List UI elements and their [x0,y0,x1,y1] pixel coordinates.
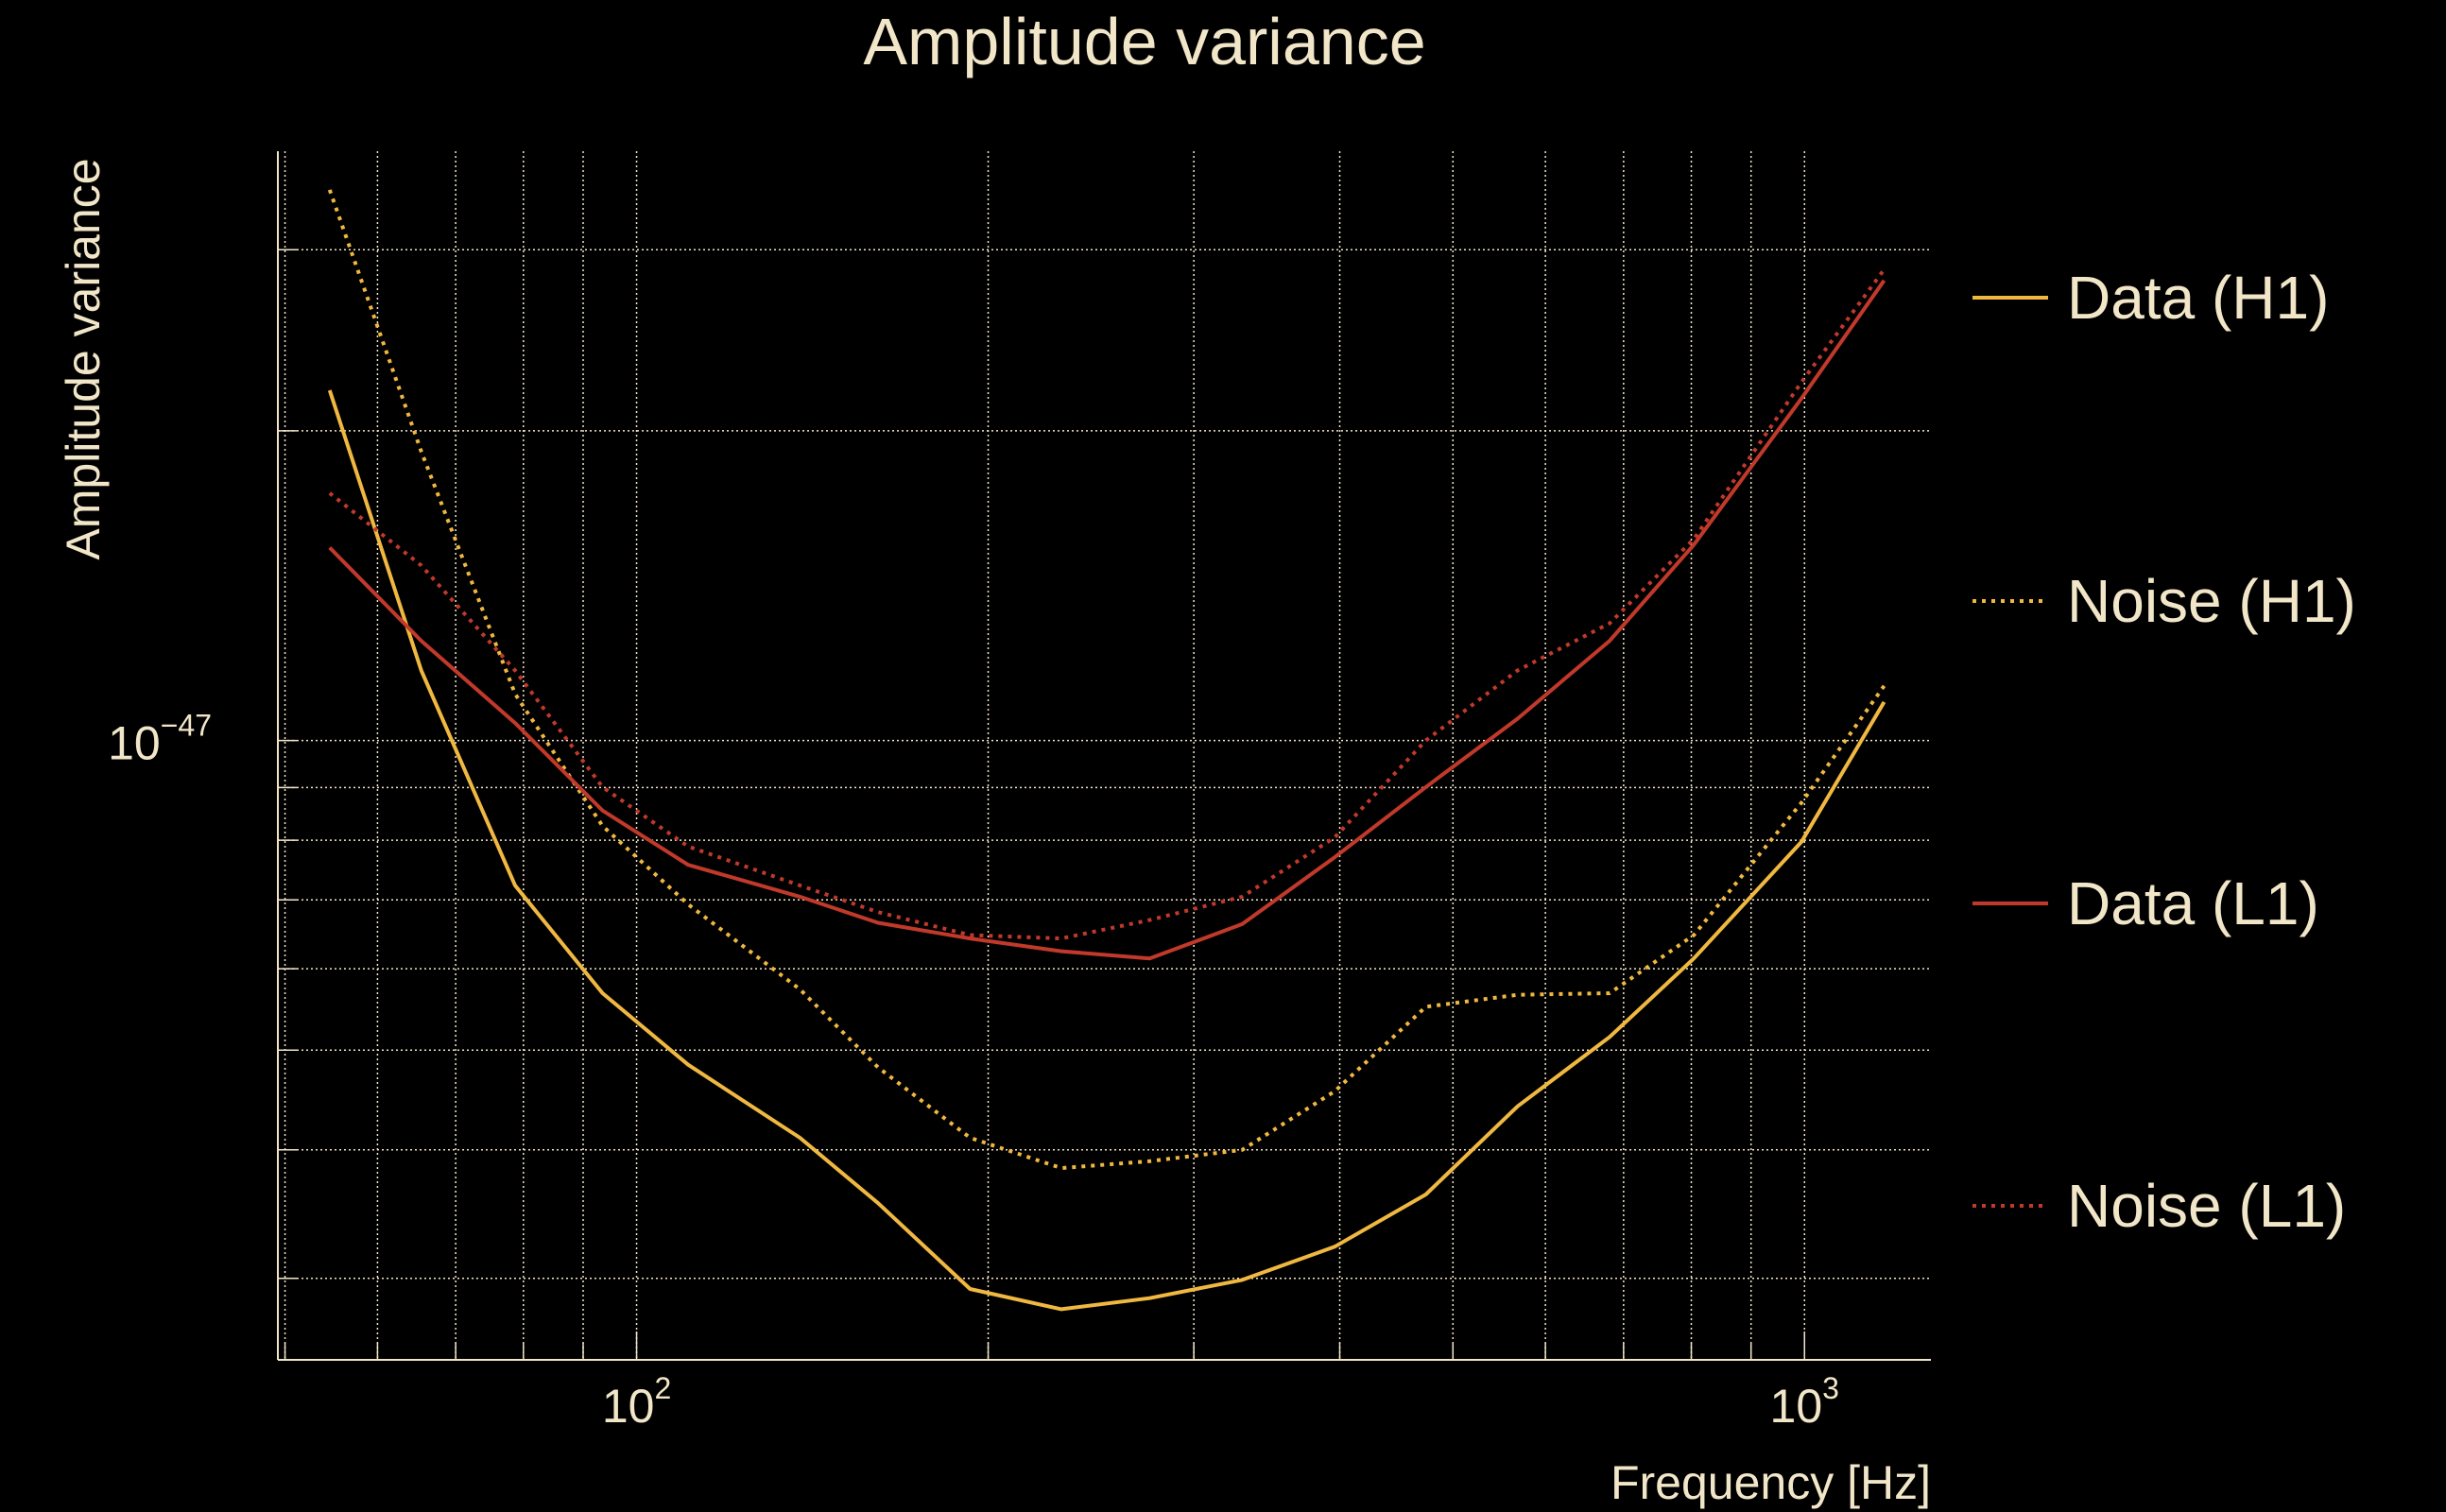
axes [277,151,1931,1361]
series-line-data-h1 [327,389,1886,1312]
x-tick-label: 102 [602,1371,671,1433]
series-line-data-l1 [328,279,1886,961]
chart-title: Amplitude variance [863,5,1425,78]
x-tick-base: 10 [1770,1380,1823,1433]
x-tick-exponent: 2 [654,1371,671,1405]
legend-item: Data (L1) [1972,869,2319,937]
legend-label: Noise (L1) [2067,1172,2346,1240]
series-line-noise-h1 [327,189,1886,1171]
y-tick-label: 10−47 [108,709,212,770]
x-tick-label: 103 [1770,1371,1839,1433]
legend-item: Noise (L1) [1972,1172,2346,1240]
grid [278,151,1931,1360]
legend-label: Data (L1) [2067,869,2319,937]
legend: Data (H1) Noise (H1) Data (L1) Noise (L1) [1972,264,2356,1240]
legend-label: Data (H1) [2067,264,2329,332]
x-tick-exponent: 3 [1822,1371,1839,1405]
series-line-noise-l1 [328,268,1886,941]
legend-item: Noise (H1) [1972,567,2356,635]
y-tick-exponent: −47 [161,709,212,743]
legend-item: Data (H1) [1972,264,2329,332]
x-axis-label: Frequency [Hz] [1611,1456,1931,1509]
legend-label: Noise (H1) [2067,567,2356,635]
series-group [327,189,1886,1312]
x-tick-base: 10 [602,1380,655,1433]
y-tick-base: 10 [108,717,161,770]
y-axis-label: Amplitude variance [57,158,110,559]
